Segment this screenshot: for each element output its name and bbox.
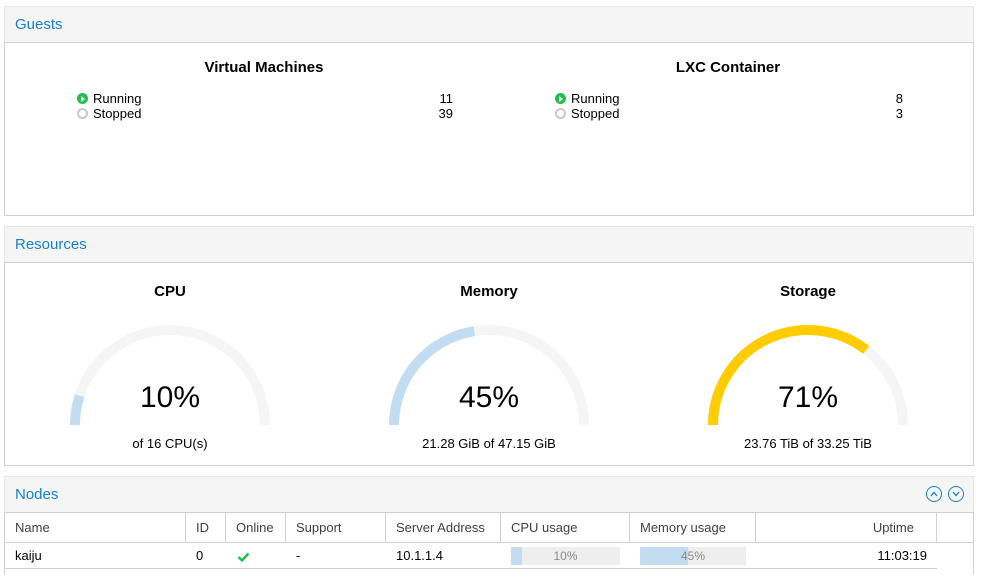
nodes-panel-header: Nodes [4,476,974,513]
vm-stopped-count: 39 [438,106,453,121]
stopped-icon [77,108,88,119]
guests-panel-header: Guests [4,6,974,43]
expand-button[interactable] [948,486,964,502]
chevron-down-icon [952,491,960,497]
node-cpu-usage: 10% [553,549,578,563]
memory-gauge-value: 45% [458,381,520,414]
lxc-stopped-label: Stopped [571,106,620,121]
node-name: kaiju [15,548,42,563]
column-header-cpu[interactable]: CPU usage [501,513,630,543]
storage-gauge-arc [708,325,908,426]
column-header-address[interactable]: Server Address [386,513,501,543]
memory-gauge: Memory 45% 21.28 GiB of 47.15 GiB [339,263,639,465]
cpu-gauge-value: 10% [139,381,201,414]
table-row[interactable]: kaiju 0 - 10.1.1.4 10% 45% 11:03:19 [5,543,937,569]
check-icon [237,552,250,562]
column-header-id[interactable]: ID [186,513,226,543]
resources-panel-title: Resources [15,236,87,253]
lxc-summary: LXC Container Running 8 Stopped 3 [523,43,933,215]
lxc-stopped-count: 3 [895,106,903,121]
column-header-support[interactable]: Support [286,513,386,543]
vm-running-count: 11 [439,91,454,106]
memory-gauge-arc [389,325,589,426]
cpu-gauge: CPU 10% of 16 CPU(s) [20,263,320,465]
node-memory-bar-fill [640,547,688,565]
node-cpu-bar-fill [511,547,522,565]
guests-panel: Virtual Machines Running 11 Stopped 39 L… [4,42,974,216]
running-icon [555,93,566,104]
guests-panel-title: Guests [15,16,63,33]
vm-summary: Virtual Machines Running 11 Stopped 39 [5,43,523,215]
vm-stopped-label: Stopped [93,106,142,121]
lxc-running-label: Running [571,91,620,106]
storage-gauge: Storage 71% 23.76 TiB of 33.25 TiB [658,263,958,465]
column-header-memory[interactable]: Memory usage [630,513,756,543]
running-icon [77,93,88,104]
stopped-icon [555,108,566,119]
storage-gauge-title: Storage [780,283,836,300]
cpu-gauge-title: CPU [154,283,186,300]
column-header-name[interactable]: Name [5,513,186,543]
collapse-button[interactable] [926,486,942,502]
node-online [226,543,286,569]
vm-title: Virtual Machines [204,59,324,76]
node-uptime: 11:03:19 [877,548,927,563]
memory-gauge-detail: 21.28 GiB of 47.15 GiB [422,436,556,451]
cpu-gauge-arc [70,325,270,426]
storage-gauge-value: 71% [777,381,839,414]
nodes-grid-header: Name ID Online Support Server Address CP… [5,513,973,543]
vm-running-row: Running 11 [77,91,453,106]
node-id: 0 [196,548,204,563]
node-address: 10.1.1.4 [396,548,443,563]
storage-gauge-detail: 23.76 TiB of 33.25 TiB [744,436,872,451]
node-memory-bar: 45% [640,547,746,565]
vm-running-label: Running [93,91,142,106]
memory-gauge-title: Memory [460,283,518,300]
cpu-gauge-detail: of 16 CPU(s) [132,436,208,451]
node-cpu-bar: 10% [511,547,620,565]
vm-stopped-row: Stopped 39 [77,106,453,121]
lxc-running-count: 8 [895,91,903,106]
chevron-up-icon [930,491,938,497]
column-header-uptime[interactable]: Uptime [756,513,937,543]
lxc-stopped-row: Stopped 3 [555,106,903,121]
column-header-online[interactable]: Online [226,513,286,543]
nodes-grid: Name ID Online Support Server Address CP… [4,512,974,575]
nodes-panel-title: Nodes [15,486,59,503]
node-memory-usage: 45% [680,549,706,563]
resources-panel-header: Resources [4,226,974,263]
resources-panel: CPU 10% of 16 CPU(s) Memory 45% 21.28 Gi… [4,262,974,466]
lxc-title: LXC Container [675,59,781,76]
lxc-running-row: Running 8 [555,91,903,106]
node-support: - [296,548,301,563]
